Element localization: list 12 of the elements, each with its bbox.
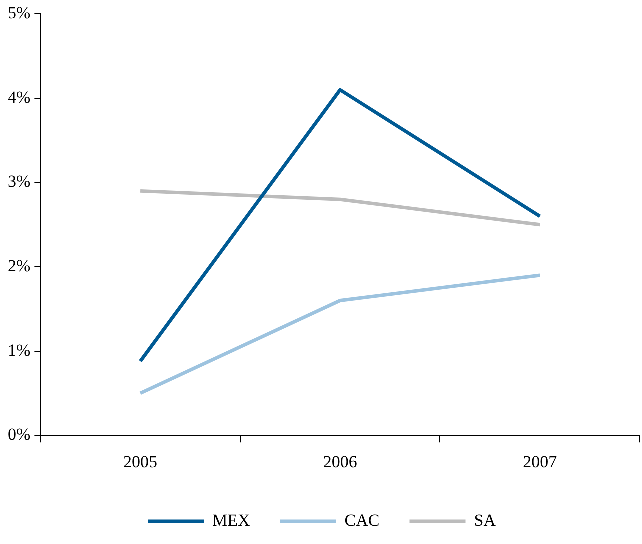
legend-label: SA xyxy=(474,510,497,530)
y-tick-label: 1% xyxy=(8,340,31,360)
y-tick-label: 3% xyxy=(8,172,31,192)
y-tick-label: 5% xyxy=(8,4,31,23)
x-tick-label: 2005 xyxy=(124,452,158,472)
x-tick-label: 2007 xyxy=(523,452,558,472)
y-tick-label: 4% xyxy=(8,88,31,107)
legend-label: CAC xyxy=(344,510,380,530)
legend-label: MEX xyxy=(212,510,250,530)
y-tick-label: 0% xyxy=(8,425,31,444)
y-tick-label: 2% xyxy=(8,256,31,276)
x-tick-label: 2006 xyxy=(323,452,358,472)
